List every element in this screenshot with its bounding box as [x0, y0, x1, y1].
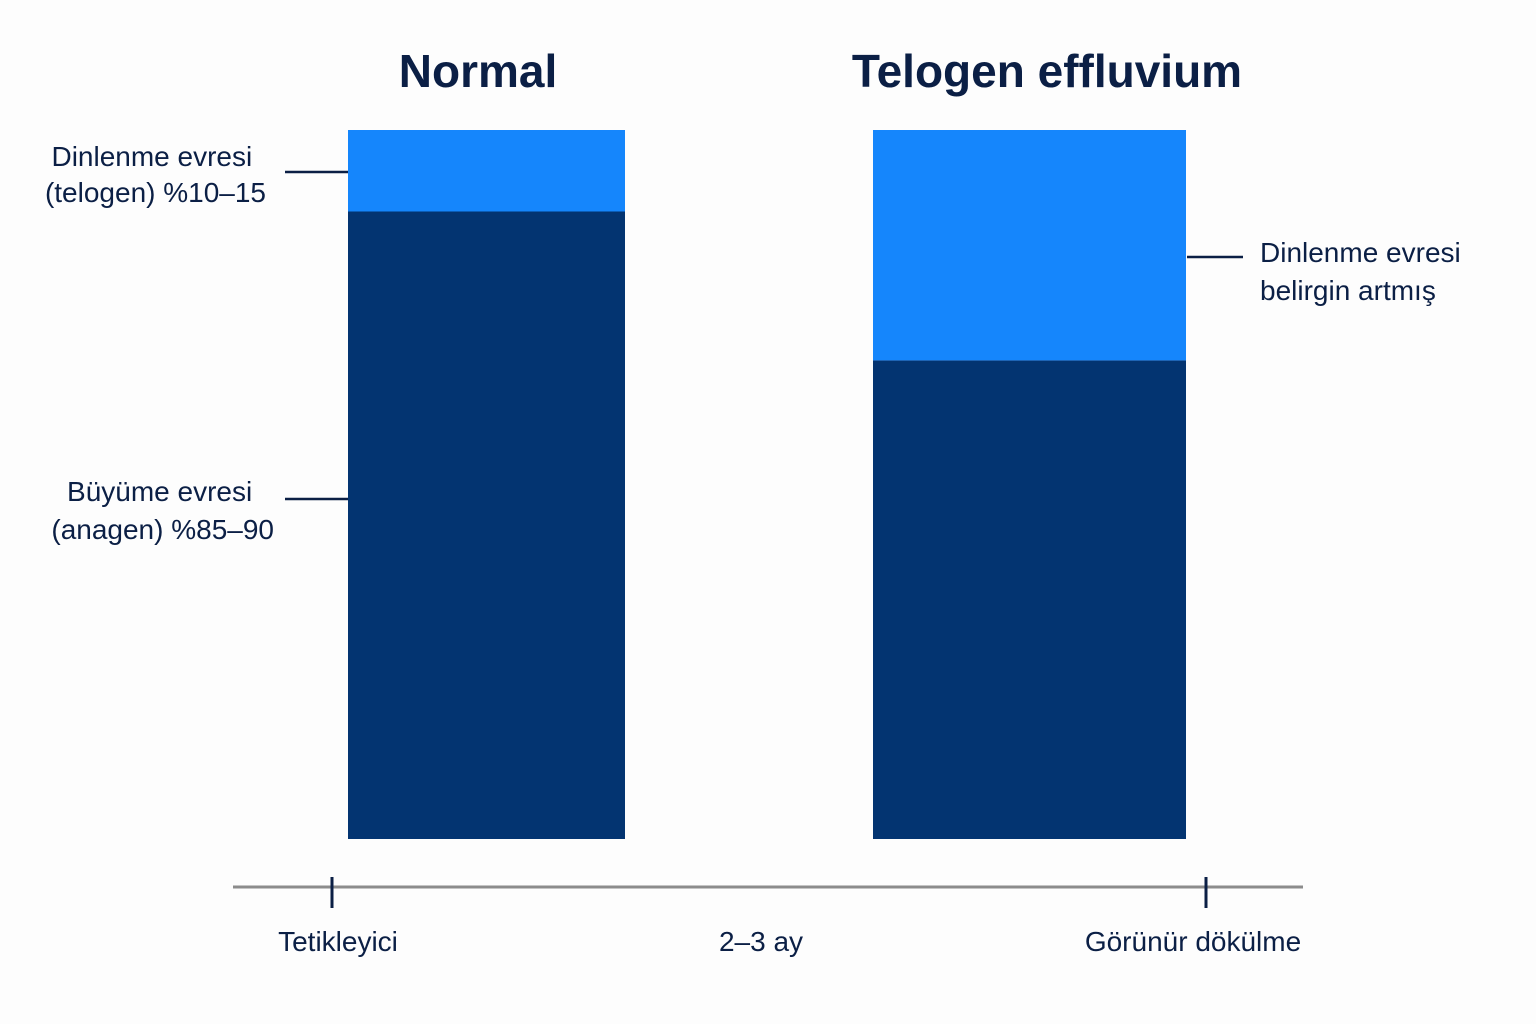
- title-telogen-effluvium: Telogen effluvium: [852, 45, 1242, 97]
- annotation-telogen-normal-line2: (telogen) %10–15: [45, 177, 266, 208]
- bar-normal-anagen: [348, 211, 625, 839]
- timeline-label-duration: 2–3 ay: [719, 926, 803, 957]
- bar-telogen-effluvium-telogen: [873, 130, 1186, 361]
- annotation-anagen-normal-line2: (anagen) %85–90: [51, 514, 274, 545]
- annotation-anagen-normal-line1: Büyüme evresi: [67, 476, 252, 507]
- timeline-label-trigger: Tetikleyici: [278, 926, 398, 957]
- annotation-anagen-normal: Büyüme evresi (anagen) %85–90: [51, 476, 274, 545]
- bar-telogen-effluvium-anagen: [873, 360, 1186, 839]
- timeline-label-visible-shedding: Görünür dökülme: [1085, 926, 1301, 957]
- bar-normal-telogen: [348, 130, 625, 212]
- bars-group: [348, 130, 1186, 839]
- annotation-telogen-normal: Dinlenme evresi (telogen) %10–15: [45, 141, 266, 208]
- annotation-telogen-te-line2: belirgin artmış: [1260, 275, 1436, 306]
- annotation-telogen-te-line1: Dinlenme evresi: [1260, 237, 1461, 268]
- title-normal: Normal: [399, 45, 557, 97]
- annotation-telogen-normal-line1: Dinlenme evresi: [51, 141, 252, 172]
- annotation-telogen-te: Dinlenme evresi belirgin artmış: [1260, 237, 1469, 306]
